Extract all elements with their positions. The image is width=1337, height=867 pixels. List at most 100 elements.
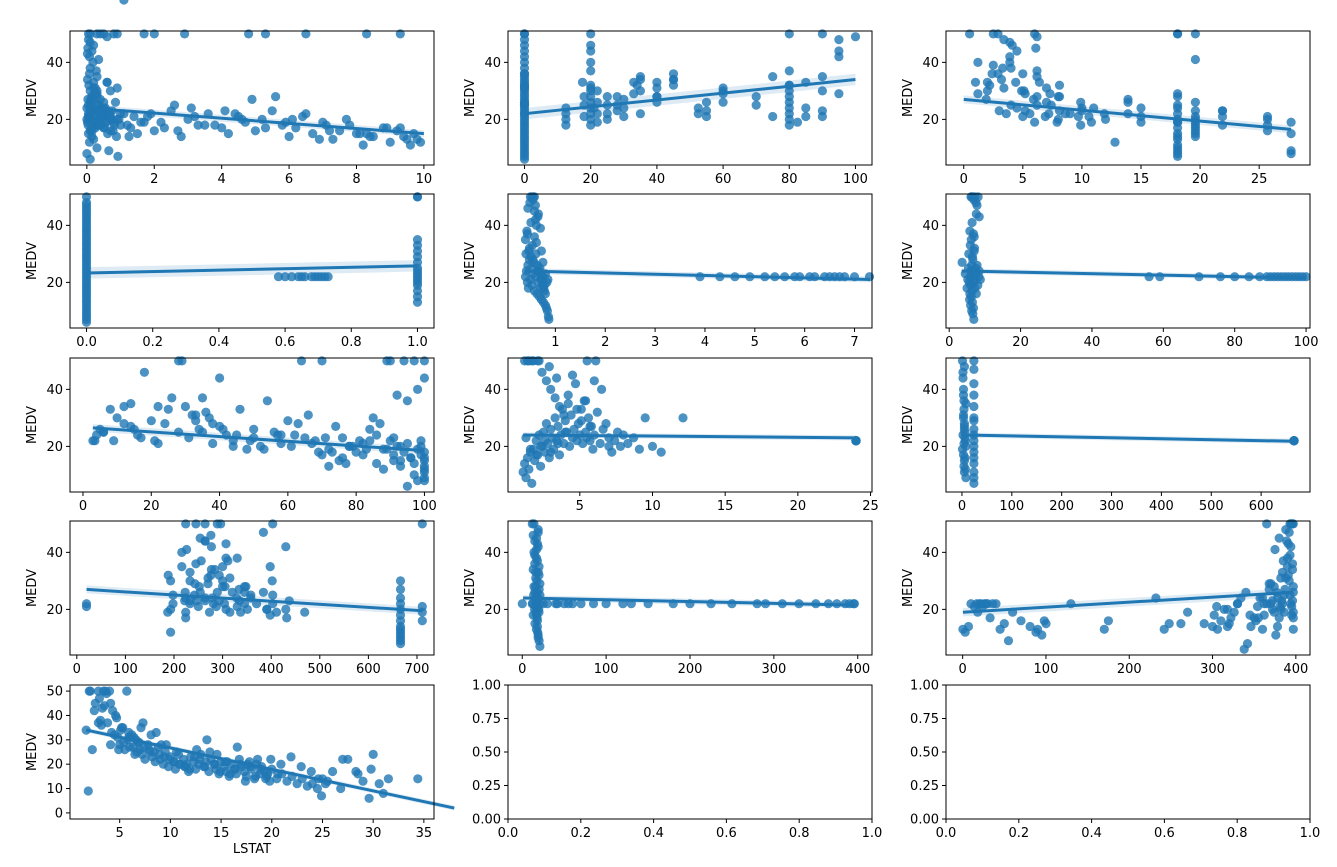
x-tick-label: 600 [1249, 499, 1274, 514]
x-tick-label: 0 [959, 662, 967, 677]
data-point [105, 404, 115, 414]
data-point [82, 49, 93, 59]
data-point [987, 69, 997, 79]
y-tick-label: 20 [46, 758, 63, 773]
data-point [200, 762, 210, 772]
data-point [337, 453, 348, 463]
data-point [1190, 29, 1200, 39]
x-tick-label: 60 [280, 499, 297, 514]
data-point [969, 390, 979, 400]
data-point [225, 573, 235, 583]
y-tick-label: 20 [922, 440, 939, 455]
data-point [195, 533, 205, 543]
axes-frame [507, 193, 873, 329]
y-tick-label: 0.50 [472, 746, 501, 761]
data-point [540, 289, 551, 299]
data-point [140, 754, 150, 764]
data-point [817, 106, 828, 116]
data-point [402, 396, 412, 406]
data-point [395, 639, 406, 649]
axes-frame [69, 520, 435, 656]
data-point [1030, 117, 1040, 127]
x-tick-label: 0.0 [498, 826, 519, 841]
data-point [247, 94, 257, 104]
data-point [419, 464, 429, 474]
x-tick-label: 300 [1200, 662, 1225, 677]
data-point [784, 120, 794, 130]
subplot-5: 1 2 3 4 5 6 7 20 40 MEDV [463, 192, 875, 350]
y-tick-label: 20 [922, 603, 939, 618]
data-point [1018, 111, 1028, 122]
data-point [312, 783, 322, 794]
data-point [993, 29, 1003, 39]
data-point [623, 438, 633, 449]
x-tick-label: 60 [715, 172, 732, 187]
data-point [196, 556, 206, 566]
x-tick-label: 40 [211, 499, 228, 514]
regression-line [524, 77, 856, 116]
x-tick-label: 20 [263, 826, 280, 841]
x-tick-label: 20 [143, 499, 160, 514]
data-point [533, 212, 543, 222]
data-point [250, 126, 260, 136]
regression-line [86, 264, 418, 275]
data-point [1099, 624, 1109, 634]
data-point [850, 32, 861, 42]
y-axis-label: MEDV [25, 79, 40, 117]
data-point [1076, 120, 1086, 130]
data-point [1199, 619, 1209, 629]
y-tick-label: 40 [46, 383, 63, 398]
data-point [102, 77, 112, 87]
y-tick-label: 40 [484, 383, 501, 398]
x-tick-label: 35 [416, 826, 433, 841]
data-point [604, 441, 614, 451]
data-point [273, 272, 284, 282]
data-point [524, 464, 534, 474]
data-point [250, 771, 261, 782]
data-point [974, 212, 984, 222]
data-point [306, 766, 316, 777]
y-tick-label: 20 [46, 276, 63, 291]
data-point [521, 473, 531, 483]
data-point [526, 217, 536, 228]
x-tick-label: 300 [761, 662, 786, 677]
data-point [218, 562, 228, 572]
data-point [565, 441, 575, 451]
data-point [652, 77, 662, 87]
y-tick-label: 20 [484, 276, 501, 291]
data-point [419, 453, 429, 463]
data-point [656, 447, 666, 457]
data-point [351, 766, 361, 777]
x-tick-label: 15 [717, 499, 734, 514]
data-point [280, 272, 290, 282]
data-point [635, 86, 646, 96]
x-tick-label: 0.2 [570, 826, 591, 841]
data-point [173, 126, 183, 136]
data-point [301, 29, 311, 39]
x-tick-label: 40 [649, 172, 666, 187]
regression-line [86, 587, 423, 613]
y-tick-label: 0 [55, 806, 63, 821]
axes-frame [507, 684, 873, 820]
data-point [206, 542, 216, 552]
data-point [554, 401, 565, 412]
data-point [589, 376, 599, 386]
data-point [258, 587, 268, 597]
data-point [1123, 97, 1133, 107]
data-point [200, 519, 210, 529]
x-tick-label: 100 [594, 662, 619, 677]
y-tick-label: 40 [922, 383, 939, 398]
data-point [102, 718, 113, 728]
axes-frame [69, 193, 435, 329]
y-tick-label: 20 [46, 440, 63, 455]
data-point [180, 29, 190, 39]
axes-frame [945, 520, 1311, 656]
data-point [960, 453, 970, 463]
data-point [138, 718, 148, 728]
data-point [701, 106, 712, 116]
x-tick-label: 0 [945, 335, 953, 350]
data-point [385, 137, 395, 147]
data-point [372, 458, 382, 469]
y-tick-label: 40 [922, 56, 939, 71]
y-tick-label: 40 [46, 56, 63, 71]
